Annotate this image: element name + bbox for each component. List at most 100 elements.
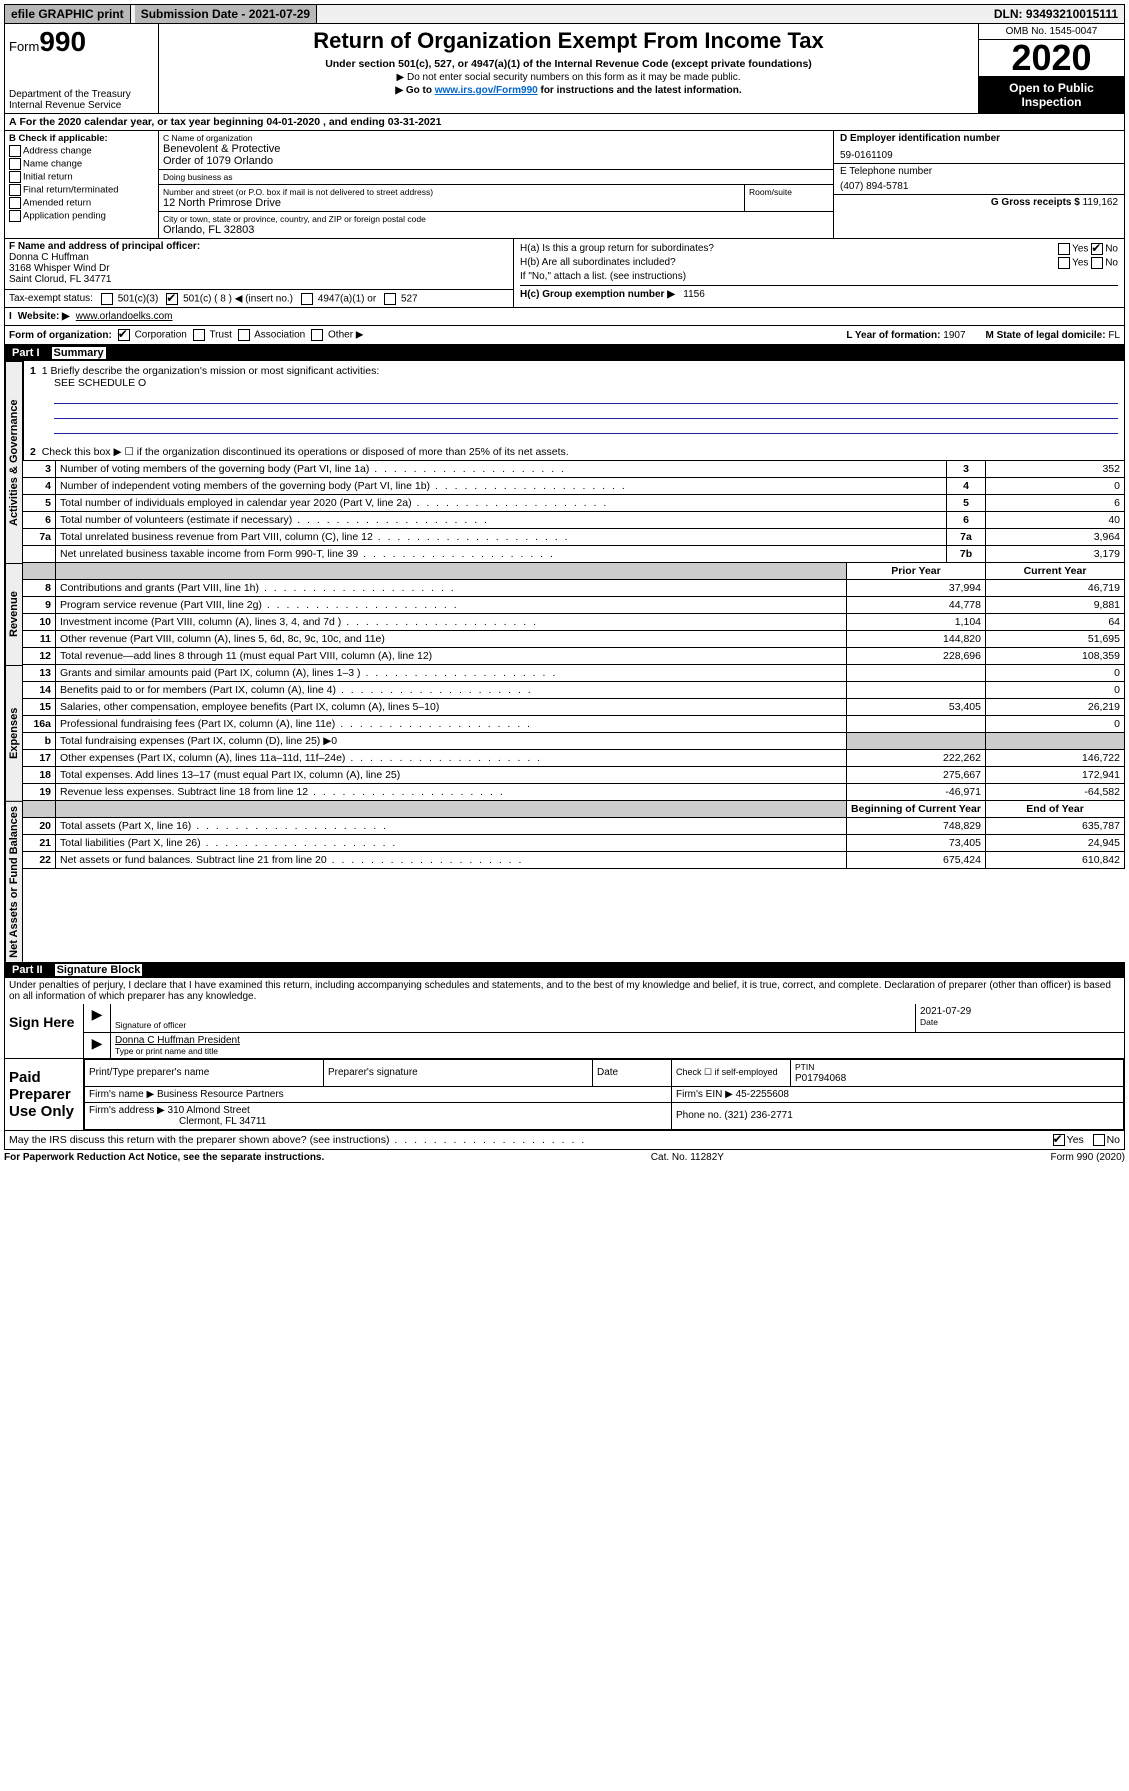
sig-name: Donna C Huffman President Type or print … (111, 1033, 1124, 1058)
l11-p: 144,820 (847, 631, 986, 648)
section-bcdeg: B Check if applicable: Address change Na… (4, 131, 1125, 239)
l4-d: Number of independent voting members of … (56, 478, 947, 495)
cb-address-change[interactable]: Address change (9, 145, 154, 157)
l3-d: Number of voting members of the governin… (56, 461, 947, 478)
form-no: 990 (39, 26, 86, 57)
website-val[interactable]: www.orlandoelks.com (76, 311, 173, 322)
expenses-section: Expenses 13Grants and similar amounts pa… (4, 665, 1125, 801)
hdr-prior: Prior Year (847, 563, 986, 580)
l16b-d: Total fundraising expenses (Part IX, col… (56, 733, 847, 750)
l10-p: 1,104 (847, 614, 986, 631)
l4-box: 4 (947, 478, 986, 495)
website-lbl: Website: ▶ (18, 311, 70, 322)
box-d: D Employer identification number 59-0161… (834, 131, 1124, 164)
pphone-val: (321) 236-2771 (724, 1110, 792, 1121)
l5-v: 6 (986, 495, 1125, 512)
sign-here-lbl: Sign Here (5, 1004, 84, 1058)
l-lbl: L Year of formation: (846, 330, 943, 341)
net-table: Beginning of Current YearEnd of Year 20T… (23, 801, 1125, 869)
cb-trust[interactable]: Trust (193, 329, 232, 341)
cb-assoc[interactable]: Association (238, 329, 305, 341)
l16a-n: 16a (23, 716, 56, 733)
ptin-val: P01794068 (795, 1073, 846, 1084)
box-b-title: B Check if applicable: (9, 133, 154, 144)
box-h: H(a) Is this a group return for subordin… (514, 239, 1124, 307)
ein-val2: 45-2255608 (736, 1089, 789, 1100)
row-19: 19Revenue less expenses. Subtract line 1… (23, 784, 1125, 801)
officer-lbl: F Name and address of principal officer: (9, 241, 509, 252)
prep-addr-row: Firm's address ▶ 310 Almond StreetClermo… (85, 1102, 1124, 1129)
officer-addr1: 3168 Whisper Wind Dr (9, 263, 509, 274)
sig-name-line: ▶ Donna C Huffman President Type or prin… (84, 1033, 1124, 1058)
header-right: OMB No. 1545-0047 2020 Open to Public In… (978, 24, 1124, 113)
h-a-no-cb[interactable] (1091, 243, 1103, 255)
h-b-opts: Yes No (1058, 257, 1118, 269)
cb-501c3[interactable]: 501(c)(3) (101, 293, 158, 305)
row-12: 12Total revenue—add lines 8 through 11 (… (23, 648, 1125, 665)
efile-print-button[interactable]: efile GRAPHIC print (5, 5, 131, 23)
sig-officer-lbl: Signature of officer (115, 1020, 911, 1030)
tab-expenses: Expenses (5, 665, 23, 801)
row-a-tax-year: A For the 2020 calendar year, or tax yea… (4, 114, 1125, 131)
dept-treasury: Department of the Treasury Internal Reve… (9, 89, 154, 111)
sig-name-val: Donna C Huffman President (115, 1035, 1120, 1046)
h-b-yes-cb[interactable] (1058, 257, 1070, 269)
open-public-badge: Open to Public Inspection (979, 77, 1124, 113)
discuss-q: May the IRS discuss this return with the… (9, 1134, 586, 1146)
irs-link[interactable]: www.irs.gov/Form990 (435, 85, 538, 96)
prep-row: Paid Preparer Use Only Print/Type prepar… (5, 1059, 1124, 1130)
l12-c: 108,359 (986, 648, 1125, 665)
footer-left: For Paperwork Reduction Act Notice, see … (4, 1152, 324, 1163)
city-cell: City or town, state or province, country… (159, 212, 833, 238)
l9-n: 9 (23, 597, 56, 614)
dba-lbl: Doing business as (163, 172, 829, 182)
box-g: G Gross receipts $ 119,162 (834, 195, 1124, 210)
l4-v: 0 (986, 478, 1125, 495)
box-c: C Name of organization Benevolent & Prot… (159, 131, 833, 238)
cb-527-lbl: 527 (401, 294, 418, 305)
cb-application-pending[interactable]: Application pending (9, 210, 154, 222)
cb-4947[interactable]: 4947(a)(1) or (301, 293, 376, 305)
cb-final-return[interactable]: Final return/terminated (9, 184, 154, 196)
row-10: 10Investment income (Part VIII, column (… (23, 614, 1125, 631)
l10-d: Investment income (Part VIII, column (A)… (56, 614, 847, 631)
activities-governance-section: Activities & Governance 1 1 Briefly desc… (4, 361, 1125, 563)
cb-initial-return[interactable]: Initial return (9, 171, 154, 183)
net-spacer1 (23, 801, 56, 818)
footer-right: Form 990 (2020) (1051, 1152, 1125, 1163)
l16b-p (847, 733, 986, 750)
prep-title: Paid Preparer Use Only (5, 1059, 84, 1130)
l16b-c (986, 733, 1125, 750)
l5-box: 5 (947, 495, 986, 512)
h-b-no-cb[interactable] (1091, 257, 1103, 269)
cb-527[interactable]: 527 (384, 293, 417, 305)
cb-amended-return[interactable]: Amended return (9, 197, 154, 209)
hdr-current: Current Year (986, 563, 1125, 580)
submission-date: 2021-07-29 (249, 7, 310, 21)
h-a: H(a) Is this a group return for subordin… (520, 243, 1118, 255)
rev-rows: Prior YearCurrent Year 8Contributions an… (23, 563, 1125, 665)
cb-other[interactable]: Other ▶ (311, 329, 363, 341)
l8-c: 46,719 (986, 580, 1125, 597)
h-a-yes-cb[interactable] (1058, 243, 1070, 255)
l3-box: 3 (947, 461, 986, 478)
prep-addr: Firm's address ▶ 310 Almond StreetClermo… (85, 1102, 672, 1129)
sign-here-right: ▶ Signature of officer 2021-07-29 Date ▶… (84, 1004, 1124, 1058)
prep-hdr-row: Print/Type preparer's name Preparer's si… (85, 1059, 1124, 1086)
line2: 2 Check this box ▶ ☐ if the organization… (30, 446, 1118, 458)
l14-d: Benefits paid to or for members (Part IX… (56, 682, 847, 699)
cb-name-change[interactable]: Name change (9, 158, 154, 170)
hdr-spacer2 (56, 563, 847, 580)
discuss-no-cb[interactable] (1093, 1134, 1105, 1146)
h-c-val: 1156 (683, 289, 705, 300)
street-row: Number and street (or P.O. box if mail i… (159, 185, 833, 212)
cb-501c-lbl: 501(c) ( 8 ) ◀ (insert no.) (183, 294, 293, 305)
k-assoc: Association (254, 330, 305, 341)
k-trust: Trust (209, 330, 231, 341)
l8-p: 37,994 (847, 580, 986, 597)
l21-d: Total liabilities (Part X, line 26) (56, 835, 847, 852)
row-13: 13Grants and similar amounts paid (Part … (23, 665, 1125, 682)
cb-corp[interactable]: Corporation (118, 329, 187, 341)
discuss-yes-cb[interactable] (1053, 1134, 1065, 1146)
cb-501c[interactable]: 501(c) ( 8 ) ◀ (insert no.) (166, 293, 293, 305)
